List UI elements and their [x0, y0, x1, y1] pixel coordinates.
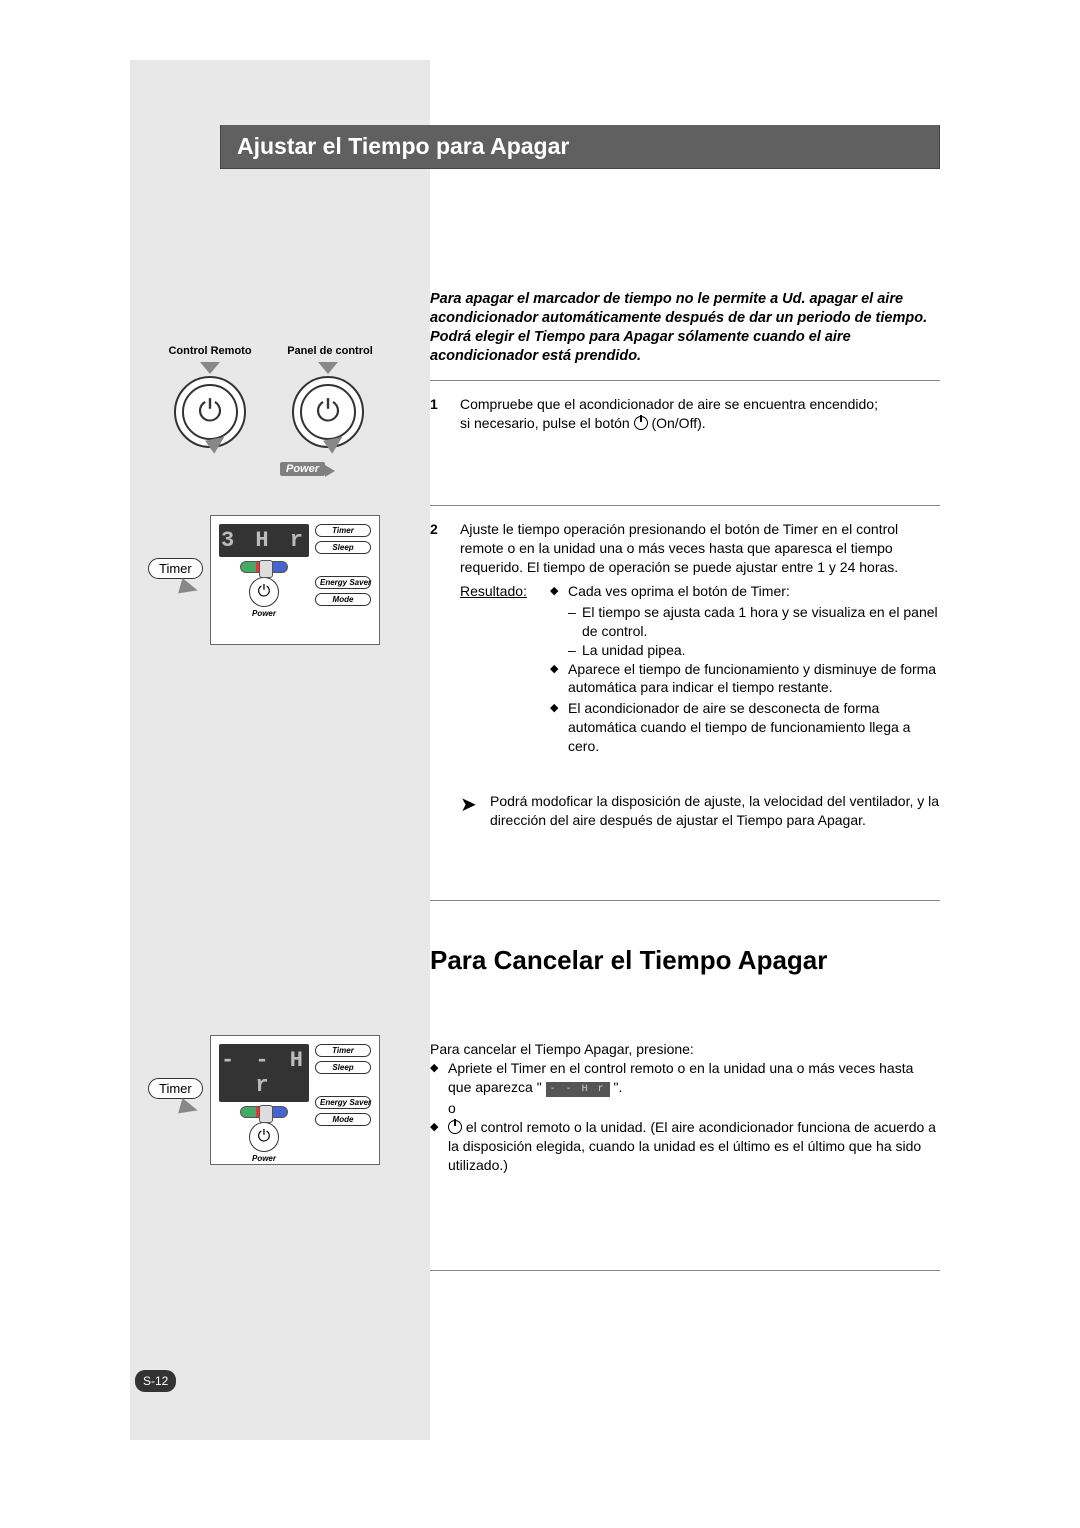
- power-label-callout: Power: [280, 462, 325, 476]
- result-item: El acondicionador de aire se desconecta …: [550, 699, 940, 756]
- divider: [430, 1270, 940, 1271]
- slider-icon: [240, 561, 288, 573]
- step-number: 2: [430, 520, 460, 577]
- step-1: 1 Compruebe que el acondicionador de air…: [430, 395, 940, 433]
- divider: [430, 505, 940, 506]
- result-subitem: La unidad pipea.: [550, 641, 940, 660]
- result-item: Cada ves oprima el botón de Timer:: [550, 582, 940, 601]
- step-number: 1: [430, 395, 460, 433]
- figure-labels: Control Remoto Panel de control: [150, 345, 400, 357]
- power-inline-icon: [634, 416, 648, 430]
- panel-power-figure: ⏻: [278, 362, 378, 448]
- panel-power-label: Power: [219, 1154, 309, 1163]
- note-block: ➤ Podrá modoficar la disposición de ajus…: [490, 792, 940, 830]
- panel-power-icon: ⏻: [249, 577, 279, 607]
- step1-line1: Compruebe que el acondicionador de aire …: [460, 396, 878, 412]
- cancel-or: o: [430, 1099, 940, 1118]
- cancel-d2: el control remoto o la unidad. (El aire …: [448, 1119, 936, 1173]
- energy-saver-button: Energy Saver: [315, 1096, 371, 1109]
- power-button-inner: ⏻: [182, 384, 238, 440]
- step-body: Compruebe que el acondicionador de aire …: [460, 395, 940, 433]
- sleep-button: Sleep: [315, 1061, 371, 1074]
- cancel-d1b: ".: [610, 1079, 623, 1095]
- mode-button: Mode: [315, 1113, 371, 1126]
- cancel-intro: Para cancelar el Tiempo Apagar, presione…: [430, 1040, 940, 1059]
- step-2: 2 Ajuste le tiempo operación presionando…: [430, 520, 940, 577]
- control-panel-figure-2: - - H r ⏻ Power Timer Sleep Energy Saver…: [210, 1035, 380, 1165]
- divider: [430, 900, 940, 901]
- panel-power-label: Power: [219, 609, 309, 618]
- timer-button: Timer: [315, 1044, 371, 1057]
- remote-power-figure: ⏻: [160, 362, 260, 448]
- title-bar: Ajustar el Tiempo para Apagar: [220, 125, 940, 169]
- power-button-inner: ⏻: [300, 384, 356, 440]
- label-panel: Panel de control: [270, 345, 390, 357]
- mode-button: Mode: [315, 593, 371, 606]
- timer-remote-button: Timer: [148, 558, 203, 579]
- slider-icon: [240, 1106, 288, 1118]
- page-number: S-12: [135, 1370, 176, 1392]
- step1-line2a: si necesario, pulse el botón: [460, 415, 634, 431]
- note-arrow-icon: ➤: [460, 792, 477, 819]
- cancel-item-1: Apriete el Timer en el control remoto o …: [430, 1059, 940, 1097]
- cancel-block: Para cancelar el Tiempo Apagar, presione…: [430, 1040, 940, 1177]
- hr-mini-display: - - H r: [546, 1082, 610, 1098]
- panel-power-icon: ⏻: [249, 1122, 279, 1152]
- timer-remote-button: Timer: [148, 1078, 203, 1099]
- section2-title: Para Cancelar el Tiempo Apagar: [430, 945, 827, 976]
- lcd-display: 3 H r: [219, 524, 309, 557]
- result-item: Aparece el tiempo de funcionamiento y di…: [550, 660, 940, 698]
- resultado-block: Resultado: Cada ves oprima el botón de T…: [460, 582, 940, 758]
- energy-saver-button: Energy Saver: [315, 576, 371, 589]
- title-text: Ajustar el Tiempo para Apagar: [237, 133, 569, 160]
- timer-button: Timer: [315, 524, 371, 537]
- result-subitem: El tiempo se ajusta cada 1 hora y se vis…: [550, 603, 940, 641]
- step1-line2b: (On/Off).: [651, 415, 705, 431]
- lcd-display: - - H r: [219, 1044, 309, 1102]
- sidebar-bg: [130, 60, 430, 1440]
- control-panel-figure-1: 3 H r ⏻ Power Timer Sleep Energy Saver M…: [210, 515, 380, 645]
- power-icon: ⏻: [198, 395, 222, 429]
- cancel-item-2: el control remoto o la unidad. (El aire …: [430, 1118, 940, 1175]
- divider: [430, 380, 940, 381]
- note-text: Podrá modoficar la disposición de ajuste…: [490, 793, 939, 828]
- sleep-button: Sleep: [315, 541, 371, 554]
- power-inline-icon: [448, 1120, 462, 1134]
- step-body: Ajuste le tiempo operación presionando e…: [460, 520, 940, 577]
- power-icon: ⏻: [316, 395, 340, 429]
- pointer-icon: [318, 362, 338, 374]
- label-remote: Control Remoto: [150, 345, 270, 357]
- intro-paragraph: Para apagar el marcador de tiempo no le …: [430, 290, 940, 365]
- cancel-d1a: Apriete el Timer en el control remoto o …: [448, 1060, 913, 1095]
- pointer-icon: [200, 362, 220, 374]
- resultado-label: Resultado:: [460, 582, 550, 601]
